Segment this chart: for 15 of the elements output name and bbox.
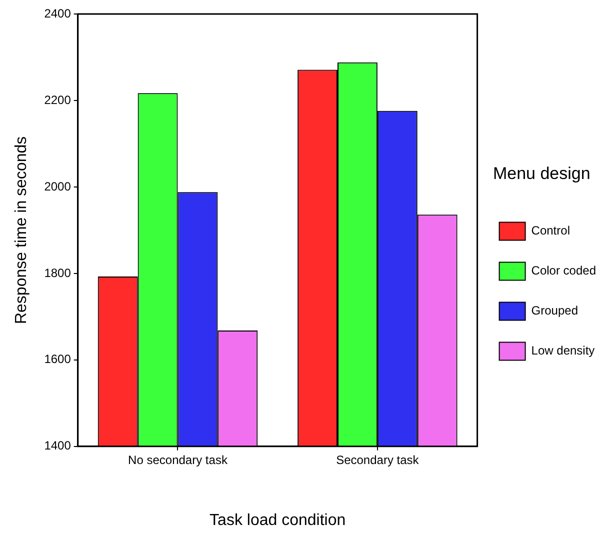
x-tick-label: No secondary task <box>128 452 228 467</box>
x-axis-title: Task load condition <box>210 512 346 529</box>
y-axis-title: Response time in seconds <box>13 136 30 324</box>
y-tick-label: 1600 <box>44 352 72 366</box>
legend-label: Color coded <box>531 264 596 278</box>
legend-label: Control <box>531 224 570 238</box>
x-tick-label: Secondary task <box>336 452 420 467</box>
y-tick-label: 2400 <box>44 6 72 20</box>
legend-label: Low density <box>531 344 595 358</box>
legend-title: Menu design <box>492 164 590 183</box>
legend-label: Grouped <box>531 304 578 318</box>
y-tick-label: 2200 <box>44 92 72 107</box>
y-tick-label: 1400 <box>44 438 72 453</box>
y-tick-label: 1800 <box>44 266 72 280</box>
y-tick-label: 2000 <box>44 179 72 194</box>
